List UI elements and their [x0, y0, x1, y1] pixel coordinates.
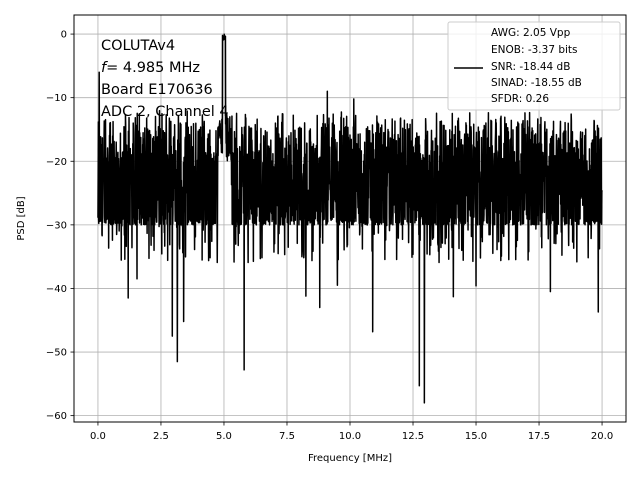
- annotation-line-channel: ADC 2, Channel 4: [101, 104, 229, 120]
- y-tick-label: −40: [46, 284, 67, 295]
- x-tick-label: 0.0: [90, 431, 106, 442]
- legend-line-enob: ENOB: -3.37 bits: [491, 44, 578, 56]
- legend-line-snr: SNR: -18.44 dB: [491, 61, 570, 73]
- y-tick-label: −50: [46, 348, 67, 359]
- x-tick-label: 20.0: [591, 431, 613, 442]
- annotation-line-board: Board E170636: [101, 82, 213, 98]
- y-tick-label: −10: [46, 93, 67, 104]
- x-tick-label: 2.5: [153, 431, 169, 442]
- legend-line-sinad: SINAD: -18.55 dB: [491, 77, 582, 89]
- y-tick-label: −20: [46, 157, 67, 168]
- x-tick-label: 10.0: [339, 431, 361, 442]
- legend-box: [447, 21, 621, 111]
- x-tick-label: 5.0: [216, 431, 232, 442]
- y-tick-label: −60: [46, 411, 67, 422]
- annotation-line-frequency: f= 4.985 MHz: [101, 60, 200, 76]
- annotation-line-device: COLUTAv4: [101, 38, 175, 54]
- axis-ticks: 0.0 2.5 5.0 7.5 10.0 12.5 15.0 17.5 20.0 0 −10 −20 −…: [46, 30, 613, 442]
- x-axis-label: Frequency [MHz]: [308, 453, 392, 464]
- annotation-frequency-value: = 4.985 MHz: [106, 60, 200, 76]
- y-tick-label: −30: [46, 220, 67, 231]
- legend-line-sfdr: SFDR: 0.26: [491, 93, 549, 105]
- x-tick-label: 7.5: [279, 431, 295, 442]
- psd-series-line: [97, 33, 603, 404]
- annotation-text: COLUTAv4 f= 4.985 MHz Board E170636 ADC …: [101, 38, 229, 120]
- legend-line-awg: AWG: 2.05 Vpp: [491, 27, 571, 39]
- legend: AWG: 2.05 Vpp ENOB: -3.37 bits SNR: -18.…: [447, 21, 621, 111]
- y-tick-label: 0: [61, 30, 67, 41]
- y-axis-label: PSD [dB]: [16, 196, 27, 240]
- x-tick-label: 12.5: [402, 431, 424, 442]
- x-tick-label: 15.0: [465, 431, 487, 442]
- x-tick-label: 17.5: [528, 431, 550, 442]
- annotation-f-symbol: f: [101, 60, 108, 76]
